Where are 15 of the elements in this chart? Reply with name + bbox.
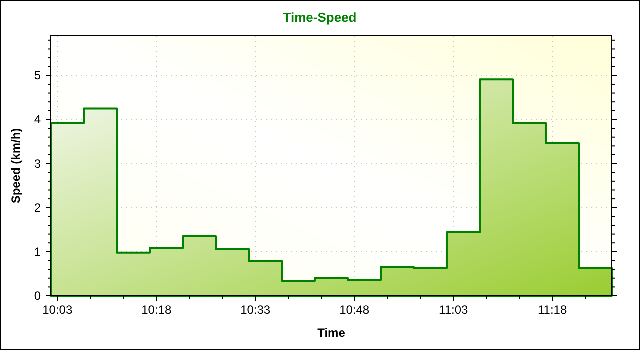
- x-tick-label: 10:03: [42, 303, 73, 317]
- x-tick-label: 10:48: [340, 303, 370, 317]
- chart-title: Time-Speed: [283, 10, 357, 25]
- y-axis-title: Speed (km/h): [9, 128, 23, 204]
- x-tick-label: 11:18: [538, 303, 568, 317]
- y-tick-label: 5: [34, 68, 42, 83]
- x-axis-title: Time: [318, 326, 346, 340]
- y-tick-label: 1: [34, 244, 42, 259]
- y-tick-label: 3: [34, 156, 42, 171]
- x-tick-label: 10:18: [142, 303, 172, 317]
- x-tick-label: 10:33: [240, 303, 271, 317]
- y-tick-label: 4: [34, 112, 42, 127]
- x-tick-label: 11:03: [439, 303, 468, 317]
- y-tick-label: 0: [34, 289, 42, 303]
- y-tick-label: 2: [34, 200, 42, 215]
